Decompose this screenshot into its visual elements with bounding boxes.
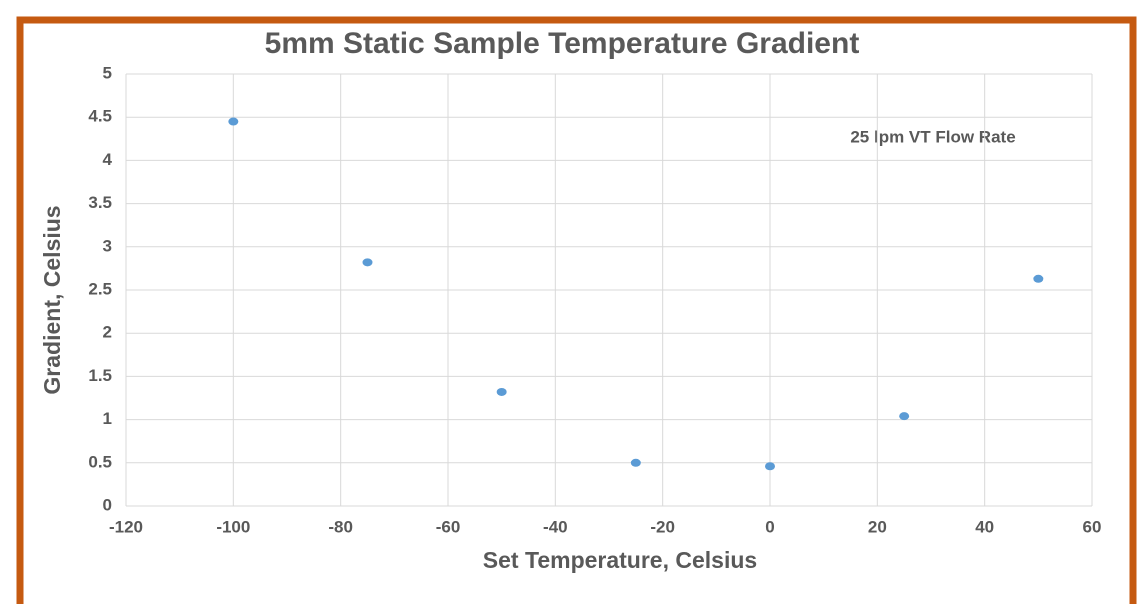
x-tick-label: 20: [868, 517, 887, 536]
point: [496, 387, 507, 396]
x-tick-label: 60: [1083, 517, 1102, 536]
y-tick-label: 2.5: [88, 279, 112, 298]
x-tick-label: -80: [328, 517, 353, 536]
y-tick-label: 4: [103, 150, 113, 169]
y-tick-label: 1.5: [88, 366, 112, 385]
chart-title: 5mm Static Sample Temperature Gradient: [265, 27, 860, 60]
x-tick-label: -100: [216, 517, 250, 536]
point: [765, 462, 775, 471]
x-tick-label: 0: [765, 517, 774, 536]
y-axis-label: Gradient, Celsius: [39, 205, 65, 394]
point: [228, 117, 239, 126]
y-tick-label: 1: [103, 409, 112, 428]
y-tick-label: 3.5: [88, 193, 112, 212]
y-tick-label: 5: [103, 63, 112, 82]
point: [1033, 274, 1044, 283]
x-tick-label: -40: [543, 517, 568, 536]
x-axis-label: Set Temperature, Celsius: [483, 547, 757, 573]
point: [630, 458, 641, 467]
y-tick-label: 4.5: [88, 107, 112, 126]
point: [899, 412, 910, 421]
y-tick-label: 0.5: [88, 452, 112, 471]
y-tick-label: 2: [103, 323, 112, 342]
x-tick-label: -20: [650, 517, 675, 536]
frame: [16, 16, 1137, 604]
point: [362, 258, 373, 267]
annotation: 25 lpm VT Flow Rate: [850, 127, 1015, 146]
x-tick-label: -120: [109, 517, 143, 536]
x-tick-label: -60: [436, 517, 461, 536]
y-tick-label: 0: [103, 495, 112, 514]
y-tick-label: 3: [103, 236, 112, 255]
x-tick-label: 40: [975, 517, 994, 536]
